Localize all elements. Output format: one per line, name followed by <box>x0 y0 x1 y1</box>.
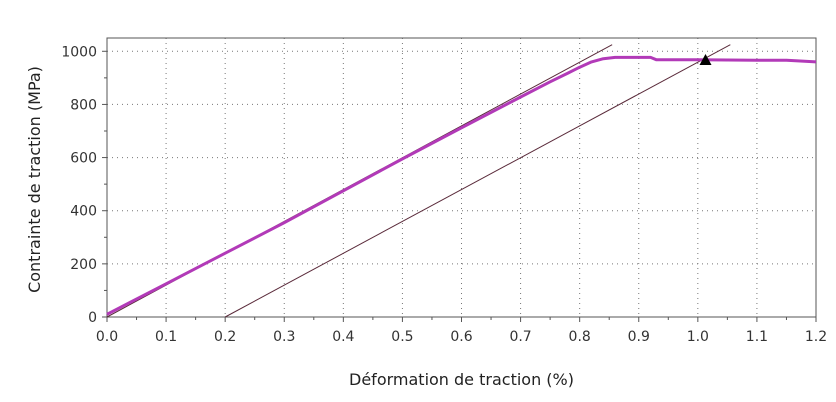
y-axis-title: Contrainte de traction (MPa) <box>25 66 44 293</box>
y-tick-labels: 0 200 400 600 800 1000 <box>61 44 97 326</box>
x-tick-labels: 0.0 0.1 0.2 0.3 0.4 0.5 0.6 0.7 0.8 0.9 1.0 1.1 1.2 <box>96 329 827 345</box>
x-tick-label: 0.7 <box>509 329 531 345</box>
plot-frame <box>106 37 817 318</box>
x-tick-label: 0.1 <box>155 329 177 345</box>
triangle-marker <box>699 54 712 66</box>
y-tick-label: 800 <box>70 97 97 113</box>
axis-ticks <box>102 50 817 322</box>
x-tick-label: 1.1 <box>746 329 768 345</box>
marker-layer <box>699 54 712 66</box>
y-tick-label: 400 <box>70 204 97 220</box>
x-tick-label: 1.2 <box>805 329 827 345</box>
y-tick-label: 0 <box>88 310 97 326</box>
x-axis-title: Déformation de traction (%) <box>349 370 574 389</box>
x-tick-label: 0.8 <box>569 329 591 345</box>
offset-line <box>224 44 731 318</box>
x-tick-label: 0.6 <box>450 329 472 345</box>
y-tick-label: 200 <box>70 257 97 273</box>
x-tick-label: 0.3 <box>273 329 295 345</box>
stress-strain-curve <box>106 55 817 316</box>
x-tick-label: 0.9 <box>628 329 650 345</box>
data-series <box>106 44 817 318</box>
x-tick-label: 0.5 <box>391 329 413 345</box>
x-tick-label: 1.0 <box>687 329 709 345</box>
x-tick-label: 0.4 <box>332 329 354 345</box>
x-tick-label: 0.0 <box>96 329 118 345</box>
y-tick-label: 600 <box>70 151 97 167</box>
grid-lines <box>107 38 816 317</box>
y-tick-label: 1000 <box>61 44 97 60</box>
x-tick-label: 0.2 <box>214 329 236 345</box>
